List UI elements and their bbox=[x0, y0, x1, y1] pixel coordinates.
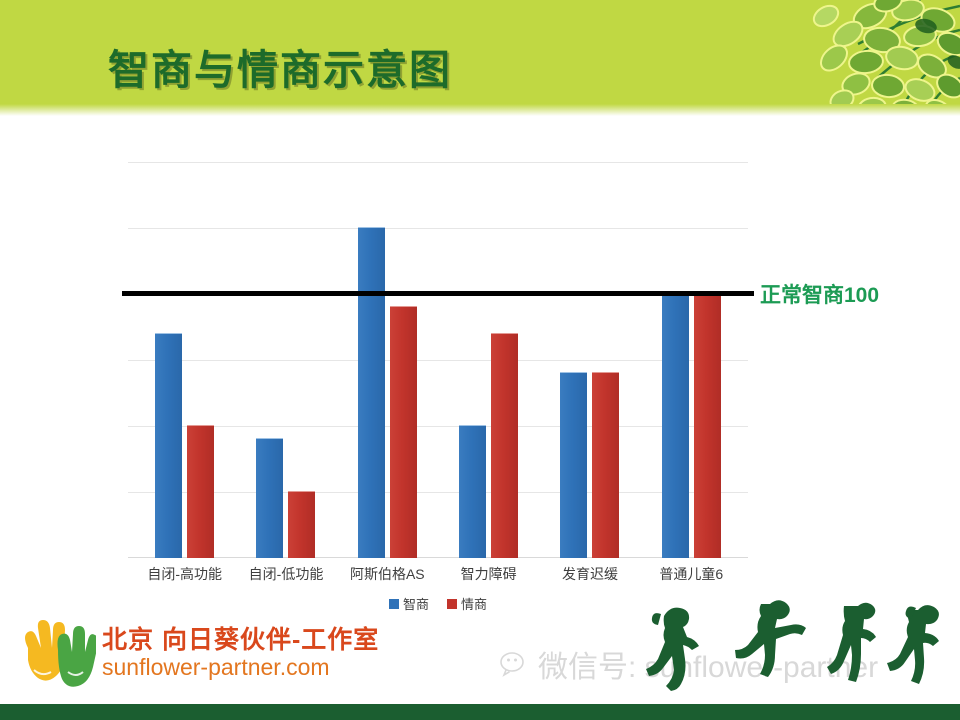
gridline-150 bbox=[128, 162, 748, 163]
logo-website-url: sunflower-partner.com bbox=[102, 654, 330, 680]
bar-iq-0[interactable] bbox=[155, 332, 183, 558]
bar-eq-1[interactable] bbox=[288, 491, 316, 558]
axis-baseline bbox=[128, 557, 748, 558]
chart: 正常智商100 自闭-高功能 自闭-低功能 阿斯伯格AS 智力障碍 发育迟缓 普… bbox=[0, 112, 960, 612]
reference-line-label: 正常智商100 bbox=[760, 284, 880, 307]
x-label-1: 自闭-低功能 bbox=[248, 566, 324, 582]
bar-group-2 bbox=[337, 162, 438, 558]
bar-iq-4[interactable] bbox=[560, 372, 588, 558]
x-label-4: 发育迟缓 bbox=[561, 566, 618, 582]
wechat-watermark-text: 微信号: sunflower-partner bbox=[538, 651, 879, 684]
bar-iq-2[interactable] bbox=[357, 227, 385, 558]
bar-eq-3[interactable] bbox=[491, 332, 519, 558]
header-banner: 智商与情商示意图 bbox=[0, 0, 960, 112]
bar-iq-5[interactable] bbox=[661, 293, 689, 558]
wechat-watermark: 微信号: sunflower-partner bbox=[500, 642, 878, 686]
bar-group-4 bbox=[539, 162, 640, 558]
legend-item-eq[interactable]: 情商 bbox=[447, 594, 487, 613]
gridline-125 bbox=[128, 228, 748, 229]
bar-group-0 bbox=[134, 162, 235, 558]
bar-eq-0[interactable] bbox=[187, 425, 215, 558]
x-label-3: 智力障碍 bbox=[460, 566, 517, 582]
bar-eq-2[interactable] bbox=[389, 306, 417, 558]
bar-group-3 bbox=[438, 162, 539, 558]
footer-bar bbox=[0, 704, 960, 720]
leaf-branch-decoration-icon bbox=[812, 0, 960, 112]
plot-area bbox=[122, 162, 754, 558]
children-silhouettes-icon bbox=[646, 600, 939, 691]
bar-iq-1[interactable] bbox=[256, 438, 284, 558]
bar-group-5 bbox=[641, 162, 742, 558]
legend-swatch-eq-icon bbox=[447, 598, 457, 609]
x-label-0: 自闭-高功能 bbox=[147, 566, 222, 582]
x-axis-labels: 自闭-高功能 自闭-低功能 阿斯伯格AS 智力障碍 发育迟缓 普通儿童6 bbox=[128, 564, 748, 584]
bar-eq-4[interactable] bbox=[592, 372, 620, 558]
bar-eq-5[interactable] bbox=[693, 293, 721, 558]
footer: 微信号: sunflower-partner bbox=[0, 600, 960, 720]
banner-fade bbox=[0, 104, 960, 116]
chart-legend: 智商 情商 bbox=[128, 594, 748, 613]
x-label-2: 阿斯伯格AS bbox=[349, 566, 425, 582]
wechat-icon bbox=[500, 652, 524, 677]
x-label-5: 普通儿童6 bbox=[659, 566, 724, 582]
legend-swatch-iq-icon bbox=[388, 598, 399, 609]
logo-chinese-name: 北京 向日葵伙伴-工作室 bbox=[102, 626, 380, 654]
reference-line-100 bbox=[122, 291, 754, 296]
page-title: 智商与情商示意图 bbox=[108, 47, 452, 93]
bar-group-1 bbox=[235, 162, 336, 558]
legend-label-eq: 情商 bbox=[461, 597, 488, 612]
logo: 北京 向日葵伙伴-工作室 sunflower-partner.com bbox=[18, 612, 378, 698]
bar-iq-3[interactable] bbox=[459, 425, 487, 558]
hands-logo-icon bbox=[25, 620, 96, 687]
gridline-75 bbox=[128, 360, 748, 361]
legend-label-iq: 智商 bbox=[402, 597, 429, 612]
bar-groups bbox=[128, 162, 748, 558]
gridline-50 bbox=[128, 426, 748, 427]
gridline-25 bbox=[128, 492, 748, 493]
legend-item-iq[interactable]: 智商 bbox=[388, 594, 429, 613]
